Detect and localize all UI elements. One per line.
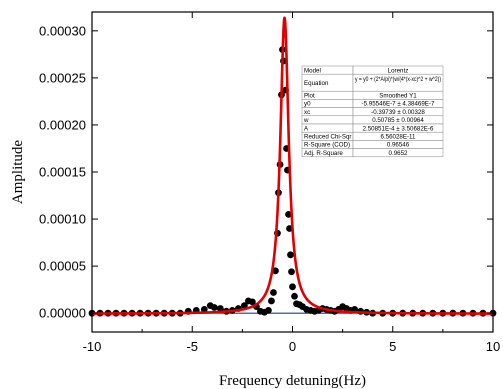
table-row-value: y = y0 + (2*A/pi)*(w/(4*(x-xc)^2 + w^2)) (355, 76, 441, 83)
y-tick-label: 0.00030 (39, 23, 86, 38)
y-tick-label: 0.00000 (39, 306, 86, 321)
data-point (288, 268, 295, 276)
fit-parameters-table: Model Lorentz Equation y = y0 + (2*A/pi)*(w… (301, 65, 444, 158)
data-point (289, 283, 296, 291)
x-tick-label: -5 (186, 339, 198, 354)
table-row-value: -0.39739 ± 0.00328 (371, 109, 425, 116)
fit-curve (90, 16, 495, 315)
table-row-value: 0.9652 (389, 150, 408, 157)
fit-curve-series (90, 16, 495, 315)
data-point (210, 304, 218, 311)
table-row-value: Smoothed Y1 (379, 93, 417, 100)
data-point (249, 298, 256, 306)
table-row-value: -5.95546E-7 ± 4.38469E-7 (362, 101, 435, 108)
table-row-value: 2.50851E-4 ± 3.50682E-6 (363, 125, 434, 132)
table-row-value: 6.56028E-11 (381, 134, 417, 141)
table-row-label: Adj. R-Square (304, 150, 343, 157)
table-row-value: 0.96546 (387, 142, 410, 149)
table-row-label: R-Square (COD) (304, 142, 350, 149)
table-row-value: 0.50785 ± 0.00964 (372, 117, 424, 124)
data-point (287, 251, 294, 259)
axis-ticks: -10 -5 0 5 10 0.00000 0.00005 0.00010 0.00015 0.0… (39, 12, 500, 354)
y-tick-label: 0.00010 (39, 212, 86, 227)
data-point (268, 297, 275, 305)
y-tick-label: 0.00015 (39, 165, 86, 180)
table-row-label: y0 (304, 101, 311, 108)
table-row-label: xc (304, 109, 310, 116)
table-row-label: Model (304, 67, 321, 74)
x-tick-label: -10 (83, 339, 102, 354)
data-point (285, 210, 292, 218)
x-tick-label: 0 (289, 339, 296, 354)
data-point (265, 306, 272, 314)
y-tick-label: 0.00005 (39, 259, 86, 274)
y-tick-label: 0.00020 (39, 117, 86, 132)
data-point (291, 292, 298, 300)
y-tick-label: 0.00025 (39, 70, 86, 85)
table-row-label: Equation (304, 80, 329, 87)
table-row-label: A (304, 125, 309, 132)
table-cell (352, 148, 444, 158)
table-row-label: Reduced Chi-Sqr (304, 134, 351, 141)
y-axis-title: Amplitude (10, 140, 26, 205)
x-tick-label: 5 (389, 339, 396, 354)
table-row-value: Lorentz (388, 67, 409, 74)
data-point (200, 306, 208, 313)
x-tick-label: 10 (486, 339, 500, 354)
table-row-label: Plot (304, 93, 315, 100)
table-row-label: w (303, 117, 309, 124)
table-cell (301, 123, 354, 133)
table-cell (301, 115, 354, 125)
x-axis-title: Frequency detuning(Hz) (219, 373, 366, 389)
data-point (216, 305, 224, 312)
data-point (270, 289, 277, 296)
